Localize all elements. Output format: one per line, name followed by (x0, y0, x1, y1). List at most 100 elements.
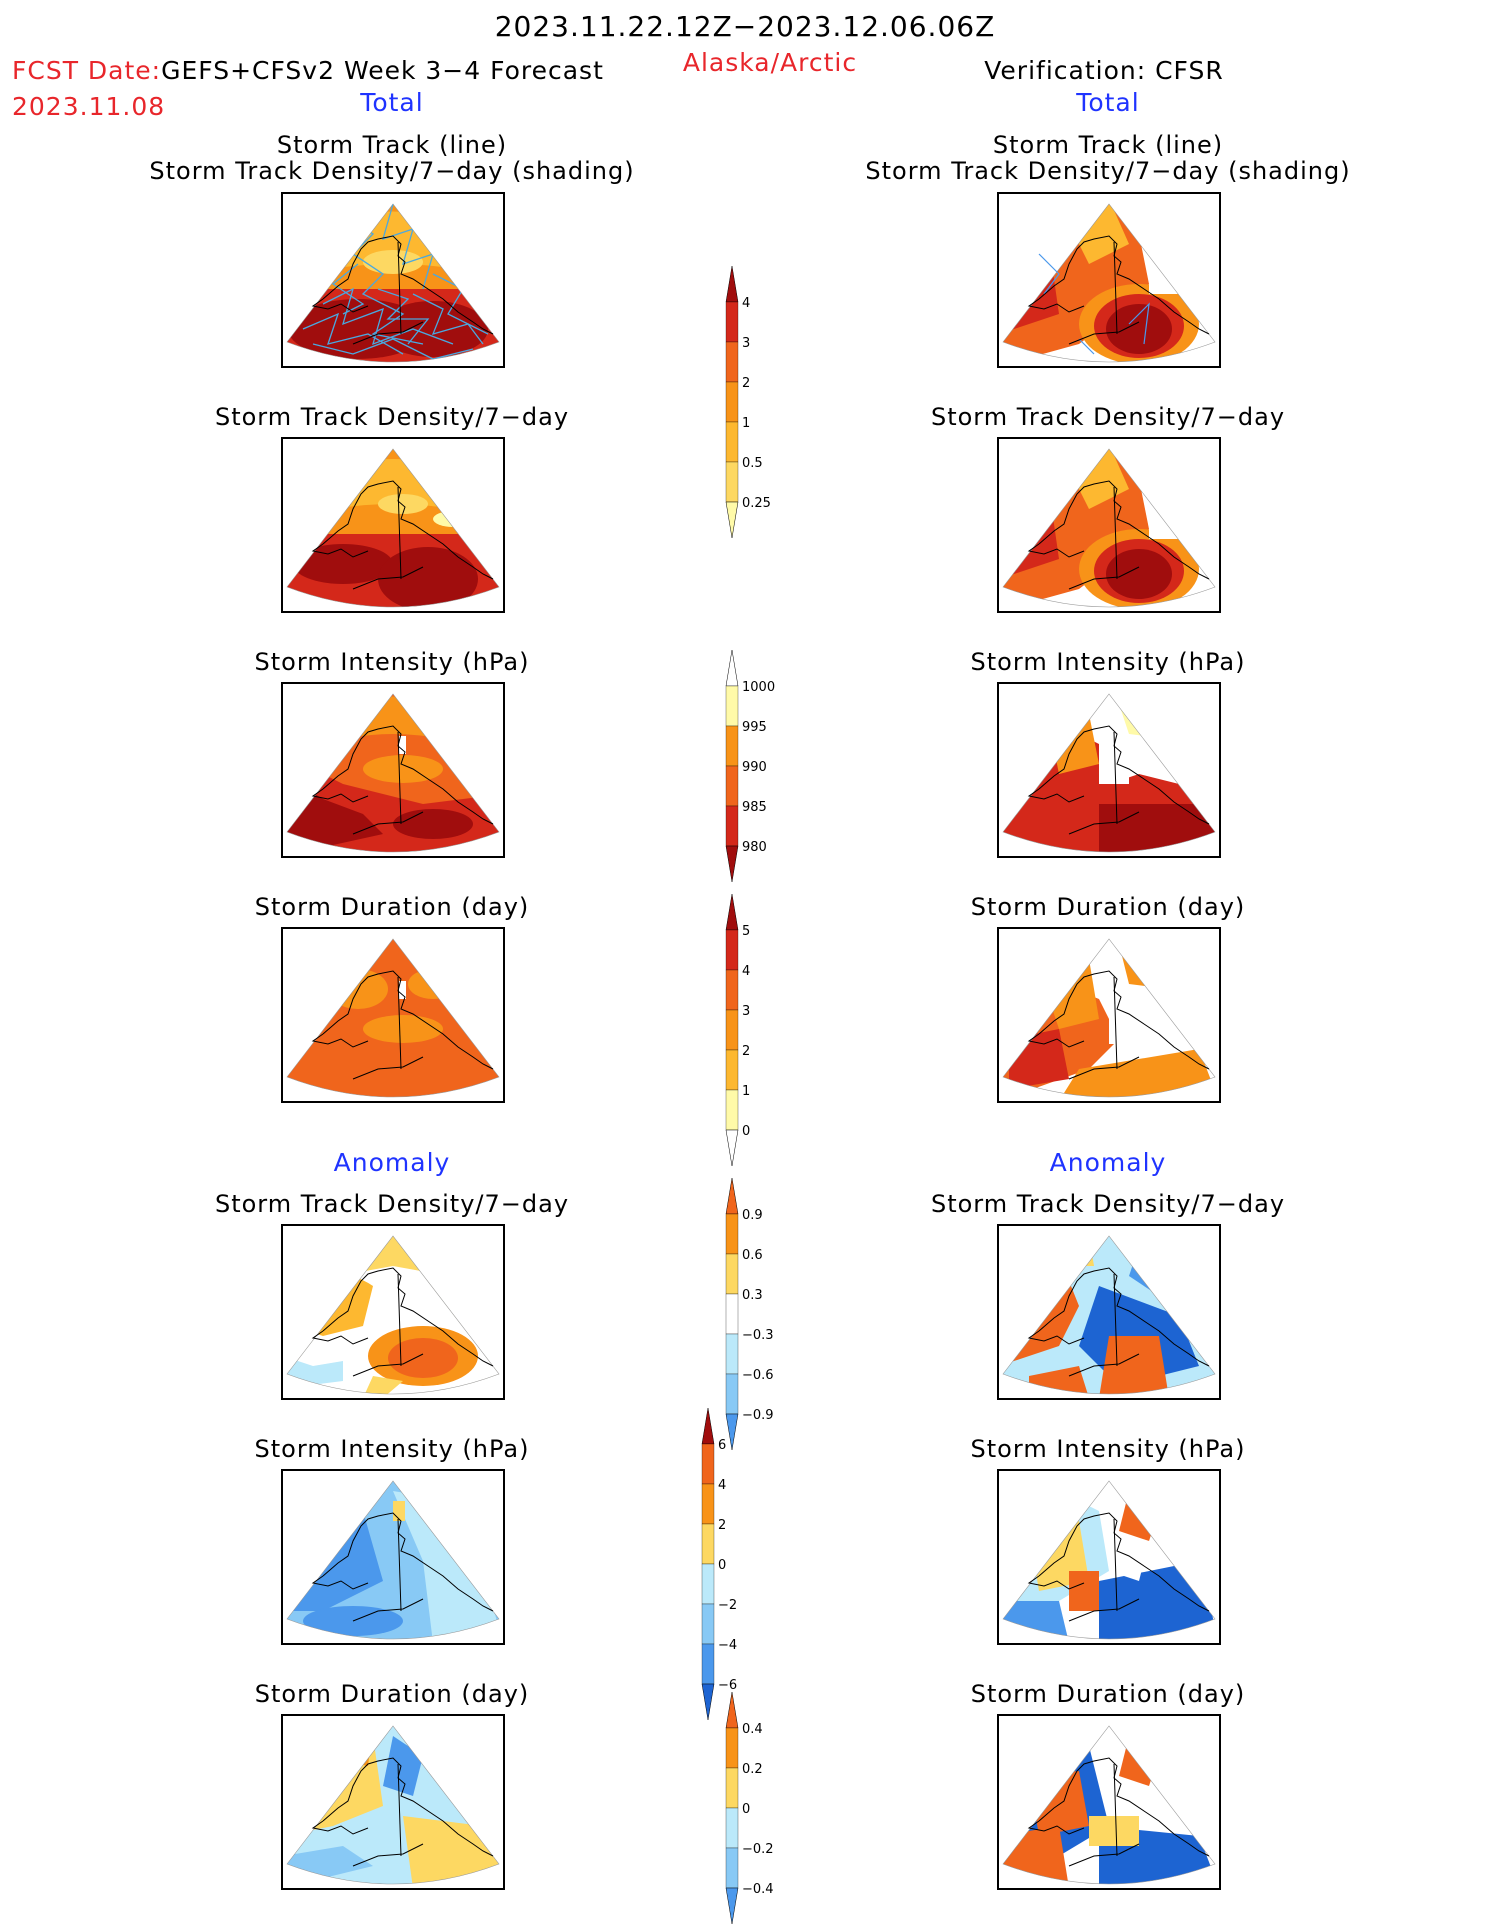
verification-label: Verification: CFSR (984, 56, 1224, 85)
colorbar-tick: −2 (718, 1598, 737, 1613)
colorbar-svg: 6 4 2 0 −2 −4 −6 (701, 1407, 737, 1721)
left-anom-intensity-title: Storm Intensity (hPa) (254, 1435, 530, 1463)
map-svg (1002, 693, 1216, 853)
map-verif-intensity (997, 682, 1221, 858)
colorbar-tick: 0.3 (742, 1288, 763, 1303)
colorbar-tick: 4 (742, 964, 750, 979)
colorbar-density-total: 4 3 2 1 0.5 0.25 (722, 262, 782, 546)
map-forecast-anom-density (281, 1224, 505, 1400)
colorbar-tick: 0.25 (742, 496, 771, 511)
map-svg (1002, 448, 1216, 608)
region-label: Alaska/Arctic (682, 48, 858, 77)
map-verif-anom-density (997, 1224, 1221, 1400)
colorbar-tick: −4 (718, 1638, 737, 1653)
right-anomaly-label: Anomaly (1049, 1148, 1167, 1177)
map-forecast-anom-duration (281, 1714, 505, 1890)
colorbar-intensity-anom: 6 4 2 0 −2 −4 −6 (698, 1404, 758, 1728)
left-anom-duration-title: Storm Duration (day) (254, 1680, 530, 1708)
colorbar-svg: 1000 995 990 985 980 (725, 649, 775, 883)
right-anom-duration-title: Storm Duration (day) (970, 1680, 1246, 1708)
colorbar-tick: 6 (718, 1438, 726, 1453)
colorbar-tick: 1 (742, 416, 750, 431)
right-anom-intensity-title: Storm Intensity (hPa) (970, 1435, 1246, 1463)
map-verif-density (997, 437, 1221, 613)
map-svg (286, 938, 500, 1098)
colorbar-tick: 2 (742, 376, 750, 391)
fcst-date-label: FCST Date: (12, 56, 162, 85)
right-anom-density-title: Storm Track Density/7−day (930, 1190, 1286, 1218)
left-density-title: Storm Track Density/7−day (214, 403, 570, 431)
colorbar-tick: 5 (742, 924, 750, 939)
right-total-label: Total (1076, 88, 1140, 117)
left-intensity-title: Storm Intensity (hPa) (254, 648, 530, 676)
colorbar-svg: 5 4 3 2 1 0 (725, 893, 750, 1167)
map-svg (1002, 203, 1216, 363)
fcst-date: 2023.11.08 (12, 92, 166, 121)
colorbar-tick: −0.2 (742, 1842, 774, 1857)
colorbar-tick: 990 (742, 760, 767, 775)
map-svg (286, 203, 500, 363)
map-svg (286, 1235, 500, 1395)
colorbar-svg: 4 3 2 1 0.5 0.25 (725, 265, 771, 539)
colorbar-tick: 995 (742, 720, 767, 735)
left-anom-density-title: Storm Track Density/7−day (214, 1190, 570, 1218)
map-forecast-track (281, 192, 505, 368)
colorbar-tick: 2 (718, 1518, 726, 1533)
colorbar-tick: −0.4 (742, 1882, 774, 1897)
map-svg (286, 1480, 500, 1640)
map-verif-anom-duration (997, 1714, 1221, 1890)
colorbar-tick: 985 (742, 800, 767, 815)
map-forecast-anom-intensity (281, 1469, 505, 1645)
left-track-shading-title: Storm Track Density/7−day (shading) (149, 157, 635, 185)
colorbar-tick: 4 (742, 296, 750, 311)
left-duration-title: Storm Duration (day) (254, 893, 530, 921)
right-intensity-title: Storm Intensity (hPa) (970, 648, 1246, 676)
left-total-label: Total (360, 88, 424, 117)
colorbar-tick: 0.9 (742, 1208, 763, 1223)
left-anomaly-label: Anomaly (333, 1148, 451, 1177)
colorbar-duration-anom: 0.4 0.2 0 −0.2 −0.4 (722, 1688, 782, 1932)
right-track-shading-title: Storm Track Density/7−day (shading) (865, 157, 1351, 185)
colorbar-tick: 980 (742, 840, 767, 855)
colorbar-tick: 2 (742, 1044, 750, 1059)
map-forecast-intensity (281, 682, 505, 858)
map-forecast-duration (281, 927, 505, 1103)
colorbar-tick: 0 (742, 1802, 750, 1817)
colorbar-tick: 1000 (742, 680, 775, 695)
map-svg (286, 448, 500, 608)
right-track-title: Storm Track (line) Storm Track Density/7… (865, 132, 1350, 184)
colorbar-tick: 1 (742, 1084, 750, 1099)
colorbar-tick: 3 (742, 336, 750, 351)
map-forecast-density (281, 437, 505, 613)
colorbar-tick: −0.3 (742, 1328, 774, 1343)
colorbar-svg: 0.4 0.2 0 −0.2 −0.4 (725, 1691, 774, 1925)
map-svg (286, 693, 500, 853)
map-svg (1002, 1480, 1216, 1640)
fcst-date-line: FCST Date:GEFS+CFSv2 Week 3−4 Forecast (12, 56, 604, 85)
right-density-title: Storm Track Density/7−day (930, 403, 1286, 431)
map-svg (1002, 1725, 1216, 1885)
colorbar-tick: 0 (742, 1124, 750, 1139)
colorbar-intensity-total: 1000 995 990 985 980 (722, 646, 782, 890)
colorbar-tick: 0.6 (742, 1248, 763, 1263)
colorbar-tick: 0.4 (742, 1722, 763, 1737)
map-svg (1002, 1235, 1216, 1395)
right-duration-title: Storm Duration (day) (970, 893, 1246, 921)
colorbar-tick: −0.9 (742, 1408, 774, 1423)
colorbar-tick: −0.6 (742, 1368, 774, 1383)
colorbar-tick: 0.2 (742, 1762, 763, 1777)
colorbar-tick: 0.5 (742, 456, 763, 471)
colorbar-tick: 3 (742, 1004, 750, 1019)
colorbar-duration-total: 5 4 3 2 1 0 (722, 890, 782, 1174)
forecast-name: GEFS+CFSv2 Week 3−4 Forecast (161, 56, 604, 85)
map-svg (1002, 938, 1216, 1098)
map-verif-anom-intensity (997, 1469, 1221, 1645)
colorbar-density-anom: 0.9 0.6 0.3 −0.3 −0.6 −0.9 (722, 1174, 782, 1458)
left-track-title: Storm Track (line) Storm Track Density/7… (149, 132, 634, 184)
map-svg (286, 1725, 500, 1885)
map-verif-duration (997, 927, 1221, 1103)
map-verif-track (997, 192, 1221, 368)
colorbar-svg: 0.9 0.6 0.3 −0.3 −0.6 −0.9 (725, 1177, 774, 1451)
left-track-line-title: Storm Track (line) (276, 131, 508, 159)
right-track-line-title: Storm Track (line) (992, 131, 1224, 159)
